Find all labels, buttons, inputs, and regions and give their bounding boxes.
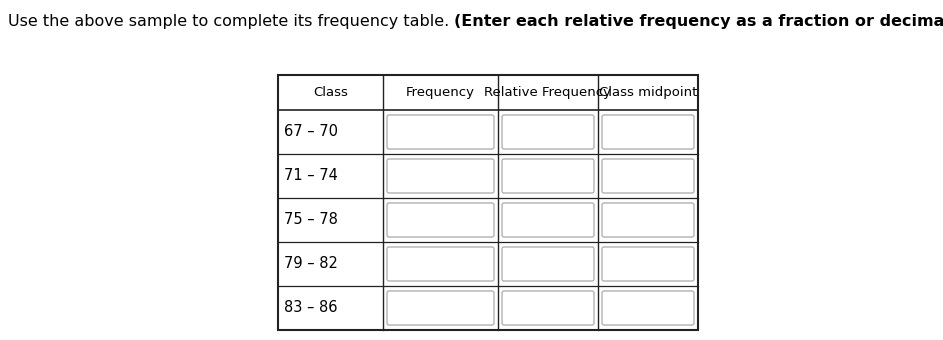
FancyBboxPatch shape xyxy=(502,247,594,281)
Text: Frequency: Frequency xyxy=(406,86,475,99)
Text: Class midpoint: Class midpoint xyxy=(599,86,697,99)
FancyBboxPatch shape xyxy=(387,247,494,281)
FancyBboxPatch shape xyxy=(602,247,694,281)
FancyBboxPatch shape xyxy=(387,115,494,149)
Text: Use the above sample to complete its frequency table.: Use the above sample to complete its fre… xyxy=(8,14,455,29)
Bar xyxy=(278,75,698,330)
Text: 67 – 70: 67 – 70 xyxy=(284,124,338,139)
FancyBboxPatch shape xyxy=(502,203,594,237)
FancyBboxPatch shape xyxy=(602,291,694,325)
Text: 71 – 74: 71 – 74 xyxy=(284,169,338,184)
FancyBboxPatch shape xyxy=(602,115,694,149)
Text: Relative Frequency: Relative Frequency xyxy=(485,86,611,99)
FancyBboxPatch shape xyxy=(387,159,494,193)
Text: Class: Class xyxy=(313,86,348,99)
FancyBboxPatch shape xyxy=(502,159,594,193)
FancyBboxPatch shape xyxy=(602,203,694,237)
Text: (Enter each relative frequency as a fraction or decimal number with four decimal: (Enter each relative frequency as a frac… xyxy=(455,14,943,29)
Text: 79 – 82: 79 – 82 xyxy=(284,256,338,272)
FancyBboxPatch shape xyxy=(502,115,594,149)
FancyBboxPatch shape xyxy=(387,203,494,237)
Text: 75 – 78: 75 – 78 xyxy=(284,212,338,227)
FancyBboxPatch shape xyxy=(502,291,594,325)
FancyBboxPatch shape xyxy=(387,291,494,325)
FancyBboxPatch shape xyxy=(602,159,694,193)
Text: 83 – 86: 83 – 86 xyxy=(284,301,338,316)
